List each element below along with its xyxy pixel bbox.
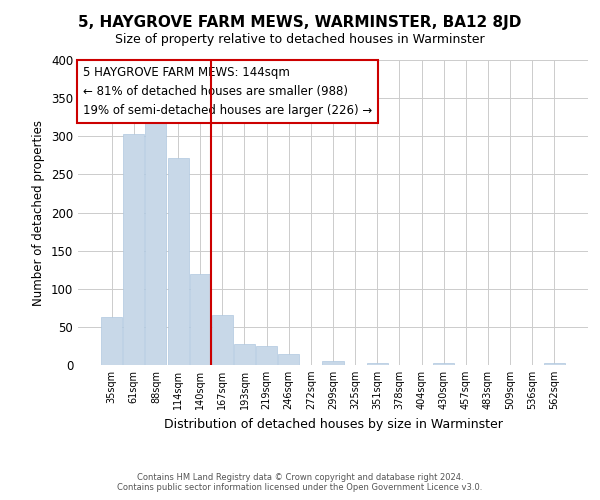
Text: Size of property relative to detached houses in Warminster: Size of property relative to detached ho… — [115, 32, 485, 46]
Y-axis label: Number of detached properties: Number of detached properties — [32, 120, 46, 306]
Bar — [433, 364, 454, 365]
Bar — [167, 158, 188, 365]
Bar — [190, 274, 211, 365]
Bar — [256, 346, 277, 365]
Text: Contains HM Land Registry data © Crown copyright and database right 2024.
Contai: Contains HM Land Registry data © Crown c… — [118, 473, 482, 492]
Bar — [145, 114, 166, 365]
Bar — [544, 362, 565, 365]
Text: 5, HAYGROVE FARM MEWS, WARMINSTER, BA12 8JD: 5, HAYGROVE FARM MEWS, WARMINSTER, BA12 … — [79, 15, 521, 30]
Bar — [367, 364, 388, 365]
Bar — [124, 134, 145, 365]
Text: 5 HAYGROVE FARM MEWS: 144sqm
← 81% of detached houses are smaller (988)
19% of s: 5 HAYGROVE FARM MEWS: 144sqm ← 81% of de… — [83, 66, 373, 117]
X-axis label: Distribution of detached houses by size in Warminster: Distribution of detached houses by size … — [164, 418, 502, 430]
Bar — [234, 344, 255, 365]
Bar — [278, 354, 299, 365]
Bar — [212, 316, 233, 365]
Bar — [322, 361, 344, 365]
Bar — [101, 317, 122, 365]
